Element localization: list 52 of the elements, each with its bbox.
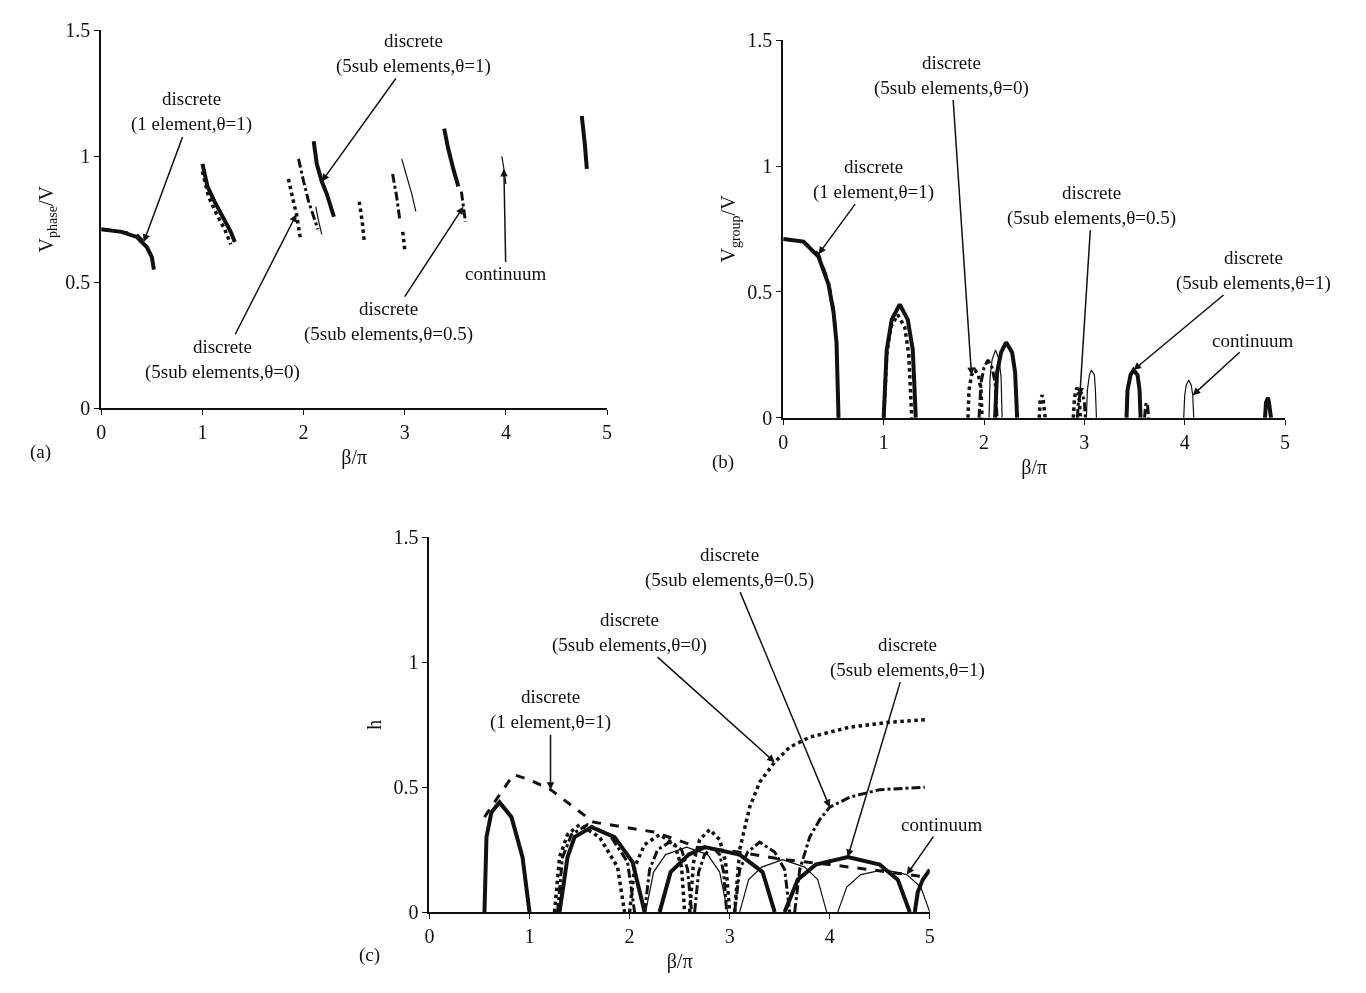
y-tick-label: 0 — [762, 406, 773, 429]
annotation: discrete (5sub elements,θ=1) — [336, 30, 491, 77]
y-tick-label: 1 — [762, 155, 773, 178]
x-tick-label: 0 — [778, 430, 789, 453]
text: (c) — [359, 944, 381, 966]
annotation: continuum — [1212, 330, 1294, 351]
y-tick-label: 1.5 — [747, 29, 773, 52]
annotation: discrete (5sub elements,θ=0) — [874, 52, 1029, 99]
x-tick-label: 5 — [1280, 430, 1291, 453]
x-tick-label: 1 — [197, 421, 208, 444]
x-tick-label: 0 — [424, 925, 435, 948]
text: (a) — [30, 441, 52, 463]
annotation: discrete (5sub elements,θ=0.5) — [645, 544, 815, 591]
annotation: discrete (5sub elements,θ=1) — [1176, 247, 1331, 294]
annotation: discrete (5sub elements,θ=1) — [830, 634, 985, 681]
y-tick-label: 1.5 — [393, 526, 419, 549]
x-axis-title: β/π — [666, 950, 693, 974]
y-tick-label: 1.5 — [65, 19, 91, 42]
y-tick-label: 0 — [408, 901, 419, 924]
annotation: continuum — [465, 263, 547, 284]
annotation: discrete (5sub elements,θ=0) — [145, 336, 300, 383]
annotation: continuum — [901, 814, 983, 835]
x-tick-label: 2 — [979, 430, 990, 453]
x-tick-label: 3 — [1079, 430, 1090, 453]
text: (b) — [712, 451, 735, 473]
y-tick-label: 0 — [80, 397, 91, 420]
x-tick-label: 5 — [924, 925, 935, 948]
x-tick-label: 4 — [824, 925, 835, 948]
annotation: discrete (1 element,θ=1) — [813, 156, 935, 203]
annotation: discrete (5sub elements,θ=0) — [552, 609, 707, 656]
x-tick-label: 4 — [1179, 430, 1190, 453]
x-axis-title: β/π — [1021, 455, 1048, 479]
annotation: discrete (1 element,θ=1) — [131, 88, 253, 135]
y-tick-label: 1 — [80, 145, 91, 168]
y-tick-label: 0.5 — [393, 776, 419, 799]
y-tick-label: 1 — [408, 651, 419, 674]
annotation: discrete (1 element,θ=1) — [490, 686, 612, 733]
annotation: discrete (5sub elements,θ=0.5) — [304, 298, 474, 345]
x-tick-label: 1 — [524, 925, 535, 948]
y-tick-label: 0.5 — [65, 271, 91, 294]
x-tick-label: 3 — [724, 925, 735, 948]
x-tick-label: 1 — [878, 430, 889, 453]
y-tick-label: 0.5 — [747, 280, 773, 303]
x-tick-label: 0 — [96, 421, 107, 444]
annotation: discrete (5sub elements,θ=0.5) — [1007, 182, 1177, 229]
x-tick-label: 2 — [298, 421, 309, 444]
x-tick-label: 2 — [624, 925, 635, 948]
y-axis-title: h — [363, 719, 386, 730]
x-tick-label: 4 — [500, 421, 511, 444]
x-tick-label: 5 — [602, 421, 613, 444]
x-axis-title: β/π — [341, 446, 368, 470]
x-tick-label: 3 — [399, 421, 410, 444]
